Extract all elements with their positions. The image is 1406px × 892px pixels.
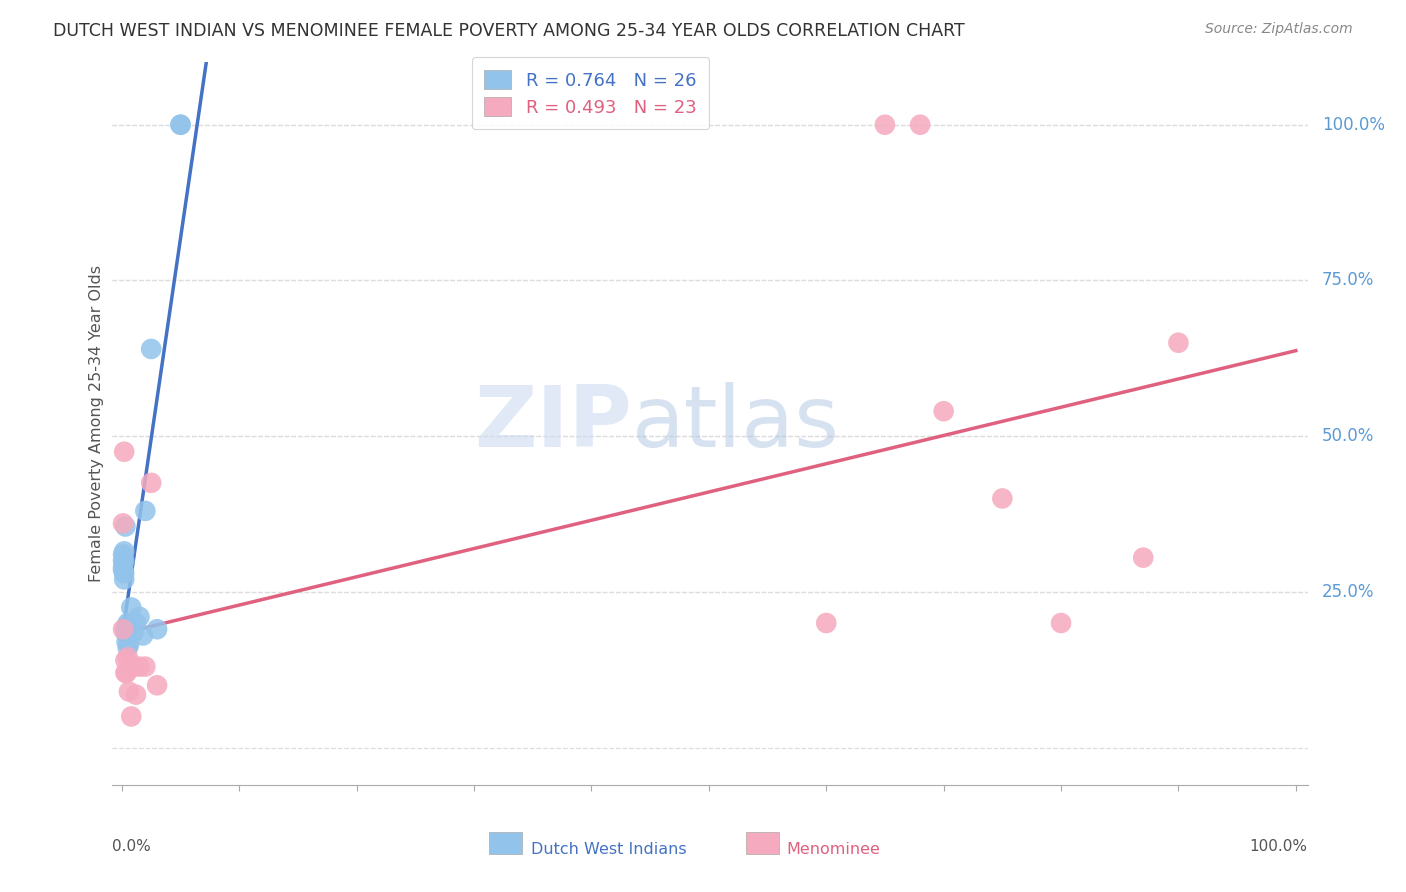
Text: 0.0%: 0.0%: [112, 839, 152, 855]
Point: [112, 516, 135, 531]
Point: [112, 544, 135, 558]
Point: [112, 444, 135, 458]
Bar: [747, 832, 779, 854]
Point: [112, 554, 135, 568]
Text: 75.0%: 75.0%: [1322, 271, 1374, 289]
Point: [146, 678, 169, 692]
Point: [114, 622, 136, 636]
Point: [115, 619, 138, 633]
Point: [112, 573, 135, 587]
Point: [112, 548, 135, 562]
Text: 25.0%: 25.0%: [1322, 582, 1375, 601]
Point: [112, 554, 135, 568]
Point: [134, 659, 156, 673]
Point: [112, 560, 135, 574]
Point: [873, 118, 896, 132]
Point: [141, 342, 163, 356]
Point: [112, 566, 135, 581]
Point: [112, 563, 135, 577]
Point: [169, 118, 191, 132]
Point: [115, 634, 138, 648]
Text: 100.0%: 100.0%: [1322, 116, 1385, 134]
Text: Source: ZipAtlas.com: Source: ZipAtlas.com: [1205, 22, 1353, 37]
Point: [1167, 335, 1189, 350]
Point: [1050, 615, 1073, 630]
Point: [115, 665, 138, 680]
Point: [122, 659, 145, 673]
Point: [141, 475, 163, 490]
Text: Dutch West Indians: Dutch West Indians: [531, 842, 686, 857]
Text: 100.0%: 100.0%: [1250, 839, 1308, 855]
Point: [169, 118, 191, 132]
Point: [114, 653, 136, 667]
Point: [134, 504, 156, 518]
Point: [114, 625, 136, 640]
Point: [128, 609, 150, 624]
Point: [120, 709, 142, 723]
Point: [114, 665, 136, 680]
Point: [1132, 550, 1154, 565]
Point: [117, 640, 139, 655]
Point: [125, 688, 148, 702]
Point: [118, 638, 141, 652]
Point: [118, 684, 141, 698]
Point: [117, 650, 139, 665]
Bar: [489, 832, 523, 854]
Point: [125, 615, 148, 630]
Point: [932, 404, 955, 418]
Point: [117, 615, 139, 630]
Text: DUTCH WEST INDIAN VS MENOMINEE FEMALE POVERTY AMONG 25-34 YEAR OLDS CORRELATION : DUTCH WEST INDIAN VS MENOMINEE FEMALE PO…: [53, 22, 965, 40]
Text: 50.0%: 50.0%: [1322, 427, 1374, 445]
Point: [120, 600, 142, 615]
Text: Menominee: Menominee: [786, 842, 880, 857]
Point: [128, 659, 150, 673]
Point: [908, 118, 931, 132]
Point: [112, 622, 135, 636]
Y-axis label: Female Poverty Among 25-34 Year Olds: Female Poverty Among 25-34 Year Olds: [89, 265, 104, 582]
Point: [991, 491, 1014, 506]
Point: [122, 625, 145, 640]
Legend: R = 0.764   N = 26, R = 0.493   N = 23: R = 0.764 N = 26, R = 0.493 N = 23: [472, 57, 709, 129]
Point: [146, 622, 169, 636]
Text: ZIP: ZIP: [475, 382, 633, 466]
Point: [815, 615, 838, 630]
Point: [114, 519, 136, 533]
Text: atlas: atlas: [633, 382, 841, 466]
Point: [132, 628, 155, 642]
